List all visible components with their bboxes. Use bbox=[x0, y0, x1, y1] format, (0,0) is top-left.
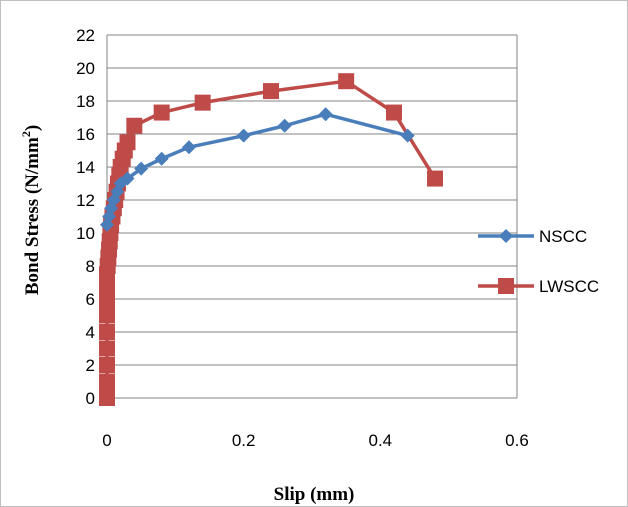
legend-marker-lwscc bbox=[498, 278, 514, 294]
series-area bbox=[99, 73, 443, 406]
data-point bbox=[182, 140, 196, 155]
x-axis-title: Slip (mm) bbox=[274, 484, 355, 505]
data-point bbox=[154, 151, 169, 166]
y-tick-label: 6 bbox=[86, 290, 95, 309]
y-tick-label: 10 bbox=[76, 224, 95, 243]
data-point bbox=[400, 128, 415, 143]
y-tick-label: 20 bbox=[76, 59, 95, 78]
x-tick-label: 0 bbox=[102, 431, 111, 450]
gridlines bbox=[107, 34, 518, 398]
y-tick-label: 14 bbox=[76, 158, 95, 177]
y-tick-label: 8 bbox=[86, 257, 95, 276]
data-point bbox=[263, 83, 279, 100]
data-point bbox=[427, 170, 443, 187]
x-tick-label: 0.6 bbox=[505, 431, 529, 450]
y-tick-label: 22 bbox=[76, 26, 95, 45]
y-axis-title-superscript: 2 bbox=[19, 131, 33, 137]
data-point bbox=[134, 161, 149, 176]
data-point bbox=[99, 357, 115, 373]
data-point bbox=[338, 73, 355, 90]
data-point bbox=[153, 104, 170, 121]
data-point bbox=[120, 171, 135, 186]
data-point bbox=[277, 118, 292, 133]
legend: NSCC LWSCC bbox=[478, 227, 599, 296]
data-point bbox=[194, 94, 211, 111]
y-axis-title-close: ) bbox=[22, 125, 43, 131]
data-point bbox=[119, 134, 136, 151]
y-tick-label: 4 bbox=[86, 323, 95, 342]
y-tick-label: 18 bbox=[76, 92, 95, 111]
data-point bbox=[386, 104, 402, 121]
data-point bbox=[236, 128, 251, 143]
y-tick-label: 2 bbox=[86, 356, 95, 375]
legend-label-nscc: NSCC bbox=[539, 227, 587, 246]
x-tick-label: 0.4 bbox=[369, 431, 393, 450]
legend-marker-nscc bbox=[499, 229, 513, 243]
data-point bbox=[318, 107, 333, 122]
legend-label-lwscc: LWSCC bbox=[539, 277, 599, 296]
data-point bbox=[99, 373, 115, 390]
y-axis-title-main: Bond Stress (N/mm bbox=[22, 137, 43, 295]
data-point bbox=[126, 117, 143, 134]
data-point bbox=[99, 340, 115, 357]
y-tick-label: 12 bbox=[76, 191, 95, 210]
y-axis-title: Bond Stress (N/mm2) bbox=[19, 125, 43, 295]
y-tick-label: 16 bbox=[76, 125, 95, 144]
y-tick-label: 0 bbox=[86, 389, 95, 408]
series-nscc bbox=[100, 107, 415, 232]
data-point bbox=[99, 324, 115, 340]
x-tick-label: 0.2 bbox=[232, 431, 256, 450]
